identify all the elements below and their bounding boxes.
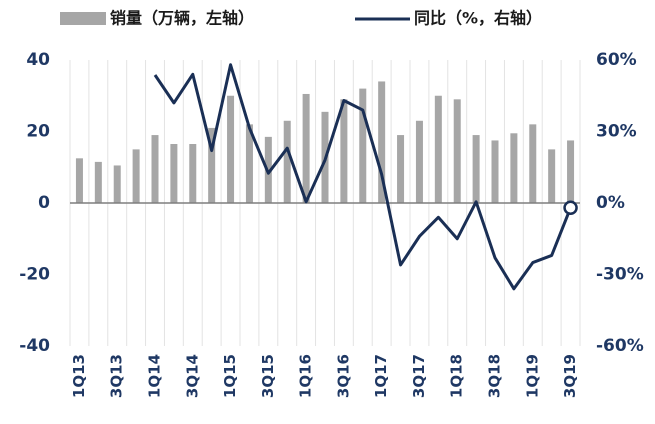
x-tick-label: 1Q17: [372, 354, 390, 398]
bar: [227, 95, 235, 203]
bar: [170, 144, 178, 203]
point-marker: [563, 200, 578, 216]
bar: [189, 144, 197, 203]
y-tick-label: -40: [19, 336, 50, 356]
bar: [359, 88, 367, 203]
legend-label: 销量（万辆，左轴）: [110, 9, 254, 28]
bar: [472, 135, 480, 203]
x-tick-label: 1Q19: [523, 354, 541, 398]
bar: [94, 161, 102, 203]
bar: [548, 149, 556, 203]
x-tick-label: 3Q14: [183, 354, 201, 398]
bar: [245, 124, 253, 203]
y2-tick-label: 60%: [596, 50, 637, 70]
bar: [415, 120, 423, 203]
bar: [151, 135, 159, 203]
x-tick-label: 1Q18: [448, 354, 466, 398]
y2-tick-label: 0%: [596, 193, 625, 213]
y-tick-label: -20: [19, 265, 50, 285]
bar: [434, 95, 442, 203]
y-tick-label: 0: [38, 193, 50, 213]
x-tick-label: 1Q13: [70, 354, 88, 398]
bar: [397, 135, 405, 203]
legend-label: 同比（%，右轴）: [414, 9, 542, 28]
legend-swatch-bar: [60, 12, 106, 25]
bar: [567, 140, 575, 203]
x-tick-label: 3Q18: [486, 354, 504, 398]
x-tick-label: 3Q19: [561, 354, 579, 398]
bar: [529, 124, 537, 203]
bar: [208, 127, 216, 203]
x-tick-label: 1Q14: [146, 354, 164, 398]
y2-tick-label: -60%: [596, 336, 644, 356]
bar: [491, 140, 499, 203]
line: [153, 63, 572, 291]
x-tick-label: 3Q13: [108, 354, 126, 398]
y-tick-label: 20: [26, 122, 50, 142]
bar: [75, 158, 83, 203]
bar: [453, 99, 461, 203]
x-tick-label: 1Q15: [221, 354, 239, 398]
x-tick-label: 3Q17: [410, 354, 428, 398]
bar: [113, 165, 121, 203]
bar: [283, 120, 291, 203]
y2-tick-label: -30%: [596, 265, 644, 285]
bar: [302, 93, 310, 203]
x-tick-label: 1Q16: [297, 354, 315, 398]
x-tick-label: 3Q16: [334, 354, 352, 398]
y2-tick-label: 30%: [596, 122, 637, 142]
bar: [132, 149, 140, 203]
bar: [510, 133, 518, 203]
bar: [340, 99, 348, 203]
y-tick-label: 40: [26, 50, 50, 70]
bar: [378, 81, 386, 203]
x-tick-label: 3Q15: [259, 354, 277, 398]
